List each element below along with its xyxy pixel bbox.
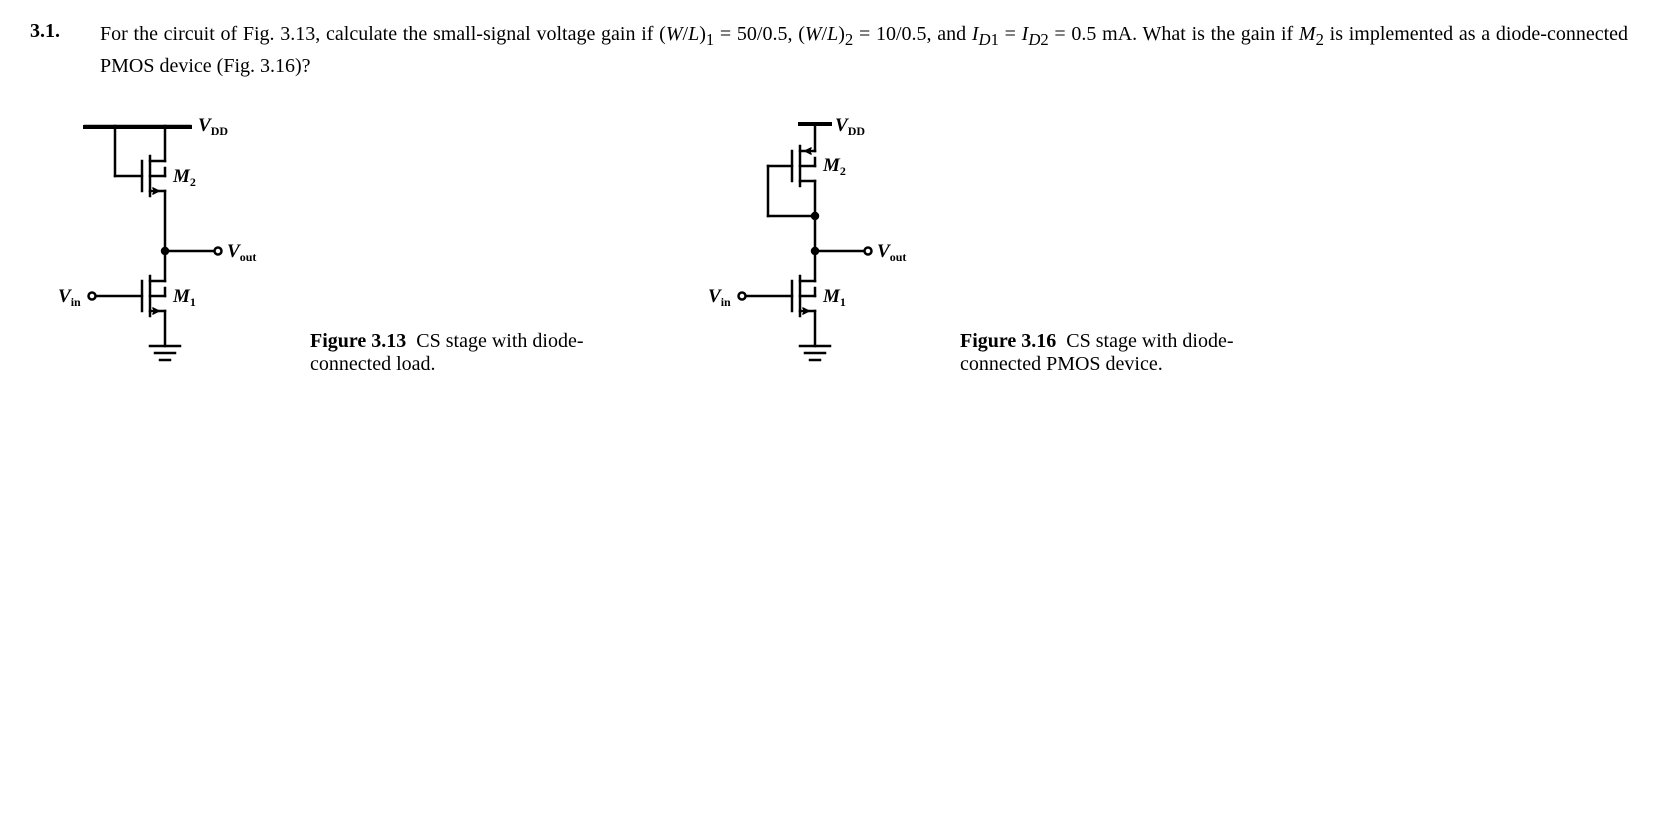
svg-text:Vout: Vout [877,241,906,264]
figure-3-16-caption: Figure 3.16 CS stage with diode-connecte… [960,330,1260,376]
svg-text:M2: M2 [172,166,196,189]
svg-text:M2: M2 [822,155,846,178]
figure-3-13: VDD M2 Vout Vin M1 [30,106,270,406]
problem-number: 3.1. [30,20,100,43]
figure-3-13-caption: Figure 3.13 CS stage with diode-connecte… [310,330,600,376]
circuit-3-16: VDD M2 Vout Vin M1 [680,106,920,406]
svg-text:Vout: Vout [227,241,256,264]
figures-row: VDD M2 Vout Vin M1 Figure 3.13 CS stage … [30,106,1628,406]
svg-text:Vin: Vin [58,286,81,309]
problem-block: 3.1. For the circuit of Fig. 3.13, calcu… [30,20,1628,81]
svg-text:M1: M1 [822,286,846,309]
problem-text: For the circuit of Fig. 3.13, calculate … [100,20,1628,81]
figure-3-16: VDD M2 Vout Vin M1 [680,106,920,406]
svg-text:VDD: VDD [198,115,228,138]
circuit-3-13: VDD M2 Vout Vin M1 [30,106,270,406]
svg-text:M1: M1 [172,286,196,309]
svg-text:Vin: Vin [708,286,731,309]
svg-text:VDD: VDD [835,115,865,138]
